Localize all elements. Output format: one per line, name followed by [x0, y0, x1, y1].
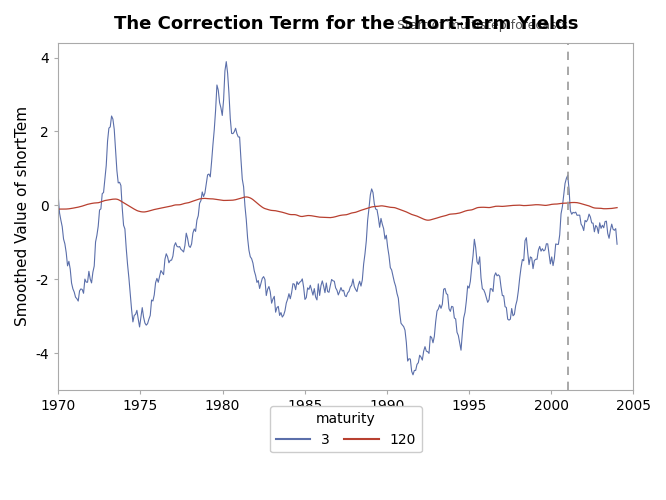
- 120: [517, 202, 525, 208]
- Y-axis label: Smoothed Value of shortTem: Smoothed Value of shortTem: [15, 106, 30, 326]
- Text: Start of multistep forecasts: Start of multistep forecasts: [397, 19, 567, 32]
- Line: 120: 120: [58, 197, 617, 220]
- 3: [517, 264, 525, 270]
- 120: [591, 205, 599, 211]
- 120: [241, 194, 249, 200]
- 120: [73, 204, 81, 210]
- 120: [305, 212, 313, 218]
- 3: [591, 222, 599, 228]
- 120: [242, 194, 250, 200]
- 120: [613, 204, 621, 210]
- 3: [332, 285, 340, 291]
- Title: The Correction Term for the Short-Term Yields: The Correction Term for the Short-Term Y…: [114, 15, 578, 33]
- 3: [242, 216, 250, 222]
- X-axis label: date: date: [328, 418, 363, 434]
- 3: [73, 296, 81, 302]
- 3: [222, 58, 230, 64]
- 120: [332, 214, 340, 220]
- 120: [424, 217, 432, 223]
- 120: [54, 206, 62, 212]
- 3: [305, 286, 313, 292]
- 3: [54, 193, 62, 199]
- Legend: 3, 120: 3, 120: [270, 406, 422, 453]
- 3: [409, 372, 417, 378]
- 3: [613, 241, 621, 247]
- Line: 3: 3: [58, 62, 617, 375]
